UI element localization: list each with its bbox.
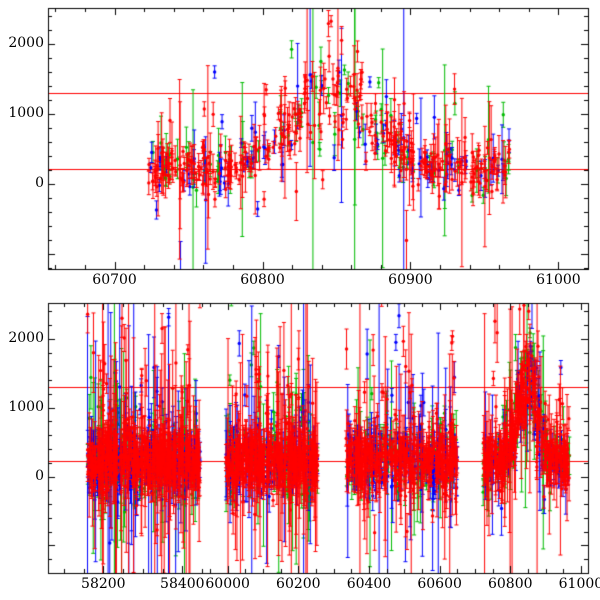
x-tick-label: 60200 bbox=[276, 576, 321, 592]
x-tick-label: 58400 bbox=[160, 576, 205, 592]
y-tick-label: 2000 bbox=[8, 35, 44, 52]
x-tick-label: 61000 bbox=[558, 576, 600, 592]
x-tick-label: 60400 bbox=[346, 576, 392, 592]
x-tick-label: 60900 bbox=[388, 272, 433, 288]
y-tick-label: 1000 bbox=[8, 105, 44, 122]
x-tick-label: 60700 bbox=[92, 272, 137, 288]
x-tick-label: 60800 bbox=[487, 576, 533, 592]
x-tick-label: 61000 bbox=[536, 272, 581, 288]
y-tick-label: 0 bbox=[35, 467, 44, 484]
y-tick-label: 2000 bbox=[8, 329, 44, 346]
y-tick-label: 1000 bbox=[8, 398, 44, 415]
y-tick-label: 0 bbox=[35, 175, 44, 192]
x-tick-label: 60000 bbox=[205, 576, 250, 592]
x-tick-label: 58200 bbox=[81, 576, 126, 592]
x-tick-label: 60800 bbox=[240, 272, 285, 288]
x-tick-label: 60600 bbox=[417, 576, 462, 592]
